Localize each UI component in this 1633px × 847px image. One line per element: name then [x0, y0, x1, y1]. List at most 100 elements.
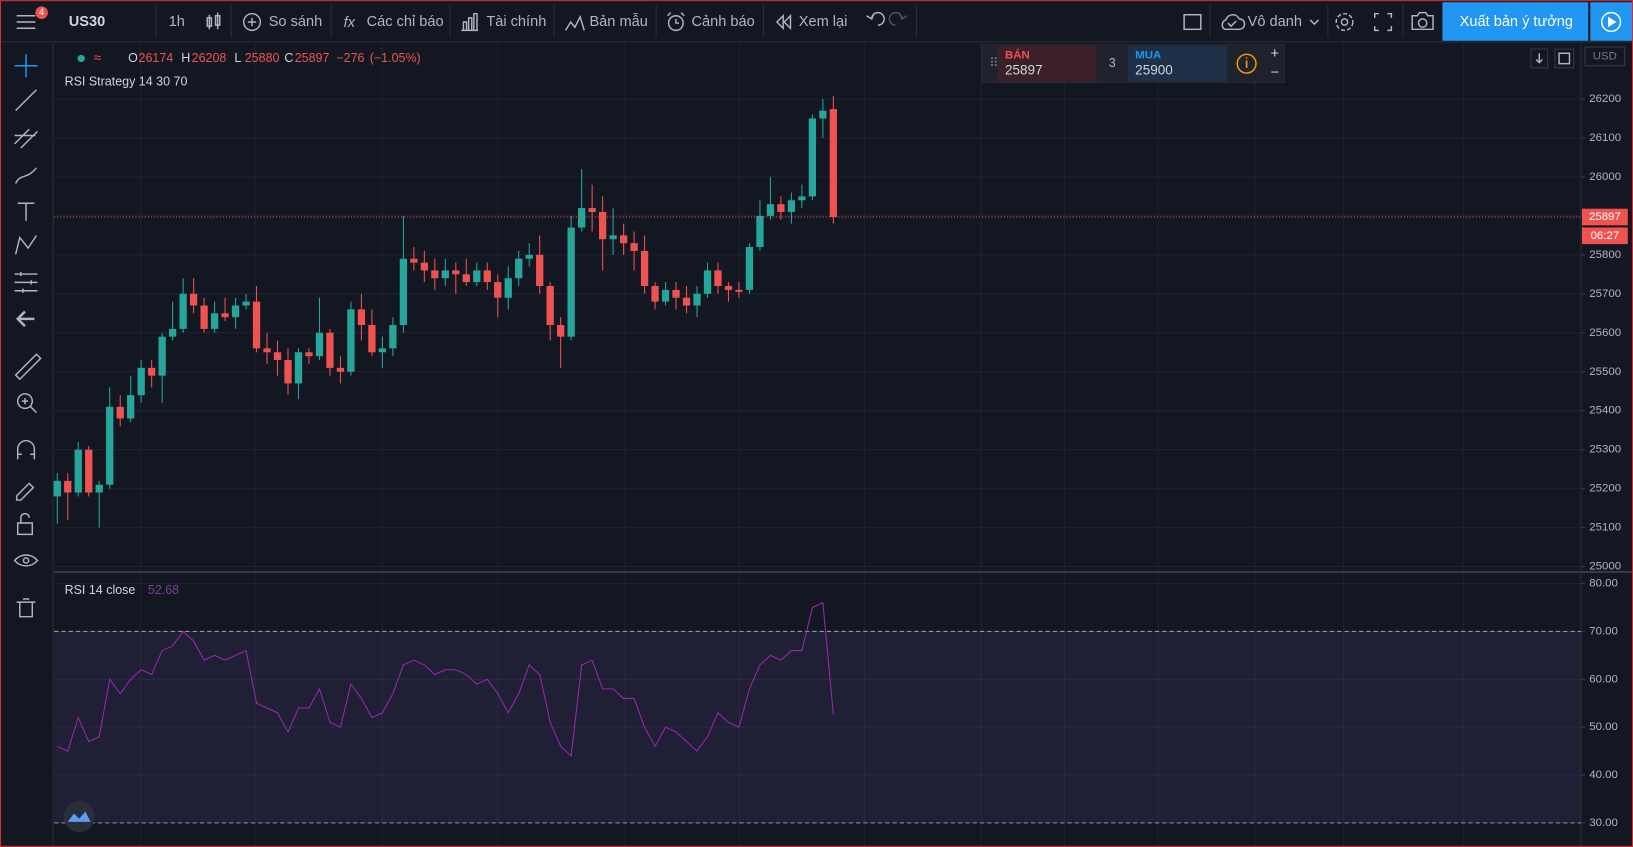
candle-body: [819, 110, 827, 119]
candle-body: [441, 270, 449, 279]
measure-tool[interactable]: [14, 353, 42, 381]
qty-plus[interactable]: +: [1270, 46, 1279, 62]
candle-body: [284, 360, 292, 384]
snapshot-button[interactable]: [1411, 11, 1434, 31]
sell-button[interactable]: [997, 45, 1097, 82]
y-tick-label: 26100: [1589, 132, 1621, 144]
candle-body: [326, 332, 334, 368]
undo-button[interactable]: [866, 11, 885, 26]
candle-body: [305, 352, 313, 357]
candle-body: [808, 118, 817, 197]
ohlc-key: C: [284, 51, 293, 65]
ohlc-legend: O 26174 H 26208 L 25880 C 25897 −276 (−1.05%): [128, 51, 421, 65]
visibility-tool[interactable]: [13, 554, 39, 567]
indicators-button[interactable]: Các chỉ báo: [367, 14, 444, 30]
settings-button[interactable]: [1335, 12, 1354, 32]
compare-plus: [247, 17, 257, 27]
crosshair-tool[interactable]: [14, 54, 38, 78]
y-tick-label: 60.00: [1589, 673, 1618, 685]
qty-minus[interactable]: −: [1270, 65, 1279, 81]
layout-dropdown[interactable]: [1309, 19, 1319, 26]
ohlc-key: H: [181, 51, 190, 65]
ohlc-value: 26174: [139, 51, 174, 65]
sell-label: BÁN: [1005, 48, 1030, 61]
rsi-legend: RSI 14 close: [65, 583, 136, 597]
templates-button[interactable]: Bản mẫu: [589, 13, 647, 30]
scroll-down-button[interactable]: [1530, 48, 1549, 69]
scroll-down-icon: [1535, 53, 1543, 64]
y-tick-label: 40.00: [1589, 769, 1618, 781]
lock-tool[interactable]: [16, 512, 34, 536]
rsi-last-value: 52.68: [148, 583, 179, 597]
logo: [63, 801, 95, 833]
candle-body: [693, 293, 701, 306]
candle-body: [630, 243, 638, 251]
candle-body: [557, 324, 565, 337]
candle-body: [588, 208, 596, 212]
menu-button[interactable]: 4: [16, 6, 48, 29]
currency: USD: [1593, 50, 1617, 62]
financials-button[interactable]: Tài chính: [486, 14, 546, 30]
candle-body: [158, 336, 166, 376]
candle-body: [85, 449, 93, 493]
candle-body: [462, 274, 470, 283]
status-dot: [77, 54, 85, 63]
symbol[interactable]: US30: [69, 14, 105, 30]
currency-box: [1584, 46, 1626, 67]
buy-button[interactable]: [1127, 45, 1227, 82]
trendline-tool[interactable]: [15, 89, 37, 112]
y-tick-label: 30.00: [1589, 817, 1618, 829]
y-tick-label: 50.00: [1589, 721, 1618, 733]
replay-button[interactable]: Xem lại: [799, 14, 848, 30]
lock-drawing-tool[interactable]: [15, 482, 35, 501]
candle-body: [829, 109, 837, 218]
snapshot-lens: [1417, 18, 1428, 28]
candle-body: [546, 286, 554, 325]
candle-body: [231, 305, 240, 318]
compare-button[interactable]: So sánh: [269, 14, 323, 30]
redo-button[interactable]: [888, 11, 908, 26]
buy-price: 25900: [1135, 63, 1173, 78]
zoom-tool[interactable]: [16, 393, 34, 410]
visibility-pupil: [22, 557, 30, 564]
candle-body: [452, 270, 460, 275]
info-button[interactable]: [1236, 53, 1257, 74]
separators: [155, 4, 1404, 38]
fib-tool[interactable]: [14, 128, 39, 149]
badge-count: 4: [39, 7, 44, 17]
plot: 25897 06:27: [53, 95, 1628, 824]
candle-body: [735, 289, 743, 292]
delete-tool[interactable]: [16, 598, 36, 618]
templates-icon: [564, 14, 585, 31]
alerts-button[interactable]: Cảnh báo: [692, 14, 755, 30]
stream-play: [1608, 16, 1617, 28]
candle-body: [777, 204, 785, 212]
candle-body: [661, 289, 670, 302]
y-tick-label: 70.00: [1589, 625, 1618, 637]
y-tick-label: 25200: [1589, 483, 1621, 495]
interval[interactable]: 1h: [169, 14, 185, 30]
reset-button[interactable]: [1554, 48, 1575, 69]
y-tick-label: 25800: [1589, 249, 1621, 261]
candle-body: [221, 313, 229, 318]
ohlc-value: 25880: [245, 51, 280, 65]
back-tool[interactable]: [15, 310, 35, 328]
candle-body: [640, 250, 649, 287]
candle-body: [137, 367, 145, 396]
layout-button[interactable]: [1183, 14, 1202, 31]
text-tool[interactable]: [17, 202, 35, 221]
candle-body: [798, 196, 806, 201]
prediction-tool[interactable]: [14, 271, 38, 293]
candle-body: [368, 324, 376, 353]
layout-name[interactable]: Vô danh: [1248, 14, 1302, 30]
brush-tool[interactable]: [14, 167, 38, 184]
candle-body: [483, 270, 491, 283]
publish-button[interactable]: [1442, 2, 1589, 41]
fullscreen-button[interactable]: [1373, 12, 1393, 32]
chart-type-icon[interactable]: [206, 12, 221, 30]
quantity[interactable]: 3: [1109, 56, 1116, 70]
change-percent: (−1.05%): [370, 51, 421, 65]
magnet-tool[interactable]: [16, 440, 36, 460]
ohlc-value: 26208: [192, 51, 227, 65]
pattern-tool[interactable]: [14, 235, 38, 255]
